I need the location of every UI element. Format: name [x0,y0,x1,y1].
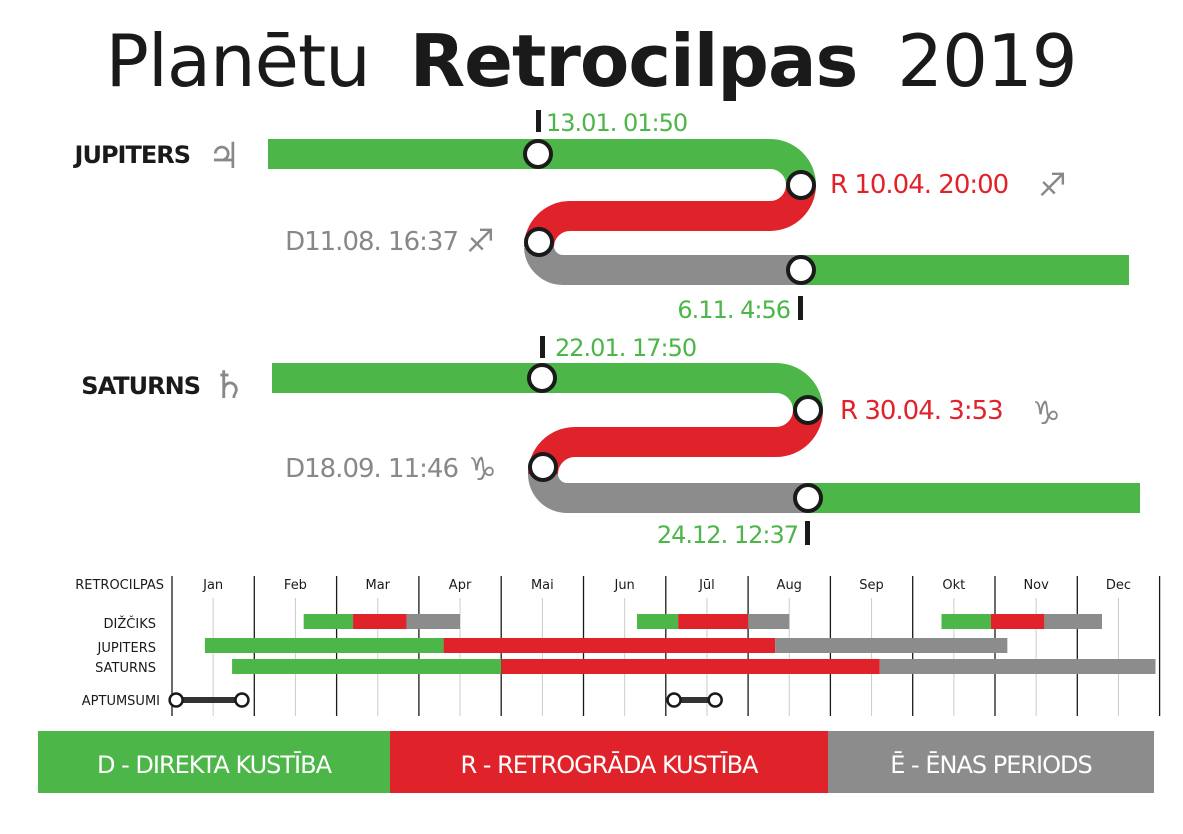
timeline-row-label: JUPITERS [97,641,156,656]
month-label: Jan [202,578,223,593]
month-label: Dec [1106,578,1131,593]
loop-saturns: SATURNS ♄ 22.01. 17:50 R 30.04. 3:53 ♑ D… [81,334,1140,549]
legend-shadow-swatch [828,731,1154,793]
month-label: Mar [365,578,390,593]
month-label: Sep [859,578,884,593]
loop-jupiters-end-station [786,255,816,285]
timeline-bar-shadow [775,638,1008,653]
month-label: Jūl [698,578,715,593]
timeline-bar-retro [678,614,749,629]
month-label: Okt [942,578,965,593]
loop-saturns-end-tick [805,521,810,545]
timeline-bar-direct [636,614,679,629]
loop-jupiters-direct-station [524,227,554,257]
loop-jupiters: JUPITERS ♃ 13.01. 01:50 R 10.04. 20:00 ♐… [73,109,1129,324]
jupiter-symbol-icon: ♃ [208,136,240,177]
month-label: Jun [613,578,634,593]
month-label: Apr [449,578,472,593]
timeline-bar-retro [353,614,407,629]
legend-retro-swatch [390,731,828,793]
month-label: Mai [531,578,554,593]
sagittarius-icon: ♐ [1038,166,1067,204]
loop-saturns-end-label: 24.12. 12:37 [657,521,798,549]
timeline-months: Jan Feb Mar Apr Mai Jun Jūl Aug Sep Okt Nov Dec [202,578,1131,593]
legend-shadow-text: Ē - ĒNAS PERIODS [890,750,1091,779]
timeline-bar-direct [204,638,444,653]
loop-saturns-start-station [527,363,557,393]
eclipse-marker [666,692,682,708]
loop-saturns-retro-track [528,408,823,476]
month-label: Feb [284,578,307,593]
legend-retro-text: R - RETROGRĀDA KUSTĪBA [461,750,760,779]
capricorn-icon: ♑ [1032,394,1061,432]
timeline-bar-direct [303,614,354,629]
timeline-bar-retro [443,638,776,653]
legend-direct-swatch [38,731,390,793]
loop-jupiters-name: JUPITERS [73,141,190,169]
loop-jupiters-retro-track [524,183,816,249]
capricorn-icon: ♑ [468,450,497,488]
eclipse-marker [234,692,250,708]
eclipse-marker [168,692,184,708]
timeline-bar-shadow [879,659,1156,674]
loop-saturns-direct-label: D18.09. 11:46 [285,454,458,484]
timeline-bar-shadow [748,614,790,629]
loop-jupiters-start-label: 13.01. 01:50 [546,109,687,137]
loop-saturns-direct-station [528,452,558,482]
loop-saturns-retro-station [793,395,823,425]
loop-jupiters-retro-label: R 10.04. 20:00 [830,170,1008,200]
month-label: Aug [777,578,802,593]
loop-saturns-end-station [793,483,823,513]
loop-saturns-name: SATURNS [81,372,200,400]
loop-saturns-start-tick [540,336,545,358]
page-title: Planētu Retrocilpas 2019 [105,19,1076,103]
loop-jupiters-retro-station [786,170,816,200]
loop-saturns-direct-end [808,483,1140,513]
timeline-eclipses [168,692,723,708]
timeline-bars [204,614,1156,674]
timeline-row-label: DIŽČIKS [104,616,156,632]
timeline-bar-shadow [406,614,461,629]
timeline-bar-retro [501,659,880,674]
loop-jupiters-end-label: 6.11. 4:56 [677,296,790,324]
loop-saturns-start-label: 22.01. 17:50 [555,334,696,362]
loop-jupiters-end-tick [798,296,803,320]
loop-jupiters-start-tick [536,110,541,132]
timeline-bar-direct [232,659,502,674]
loop-jupiters-direct-end [801,255,1129,285]
loop-saturns-shadow-track [528,472,808,513]
title-bold: Retrocilpas [410,19,858,103]
legend: D - DIREKTA KUSTĪBA R - RETROGRĀDA KUSTĪ… [38,731,1154,793]
loop-jupiters-shadow-track [524,245,801,286]
loop-jupiters-start-station [523,139,553,169]
saturn-symbol-icon: ♄ [212,363,246,407]
retro-timeline: RETROCILPAS Jan Feb Mar Apr Mai Jun Jūl Aug Sep O… [75,576,1161,716]
timeline-header-label: RETROCILPAS [75,578,164,593]
timeline-eclipses-label: APTUMSUMI [82,694,160,709]
sagittarius-icon: ♐ [466,222,495,260]
title-light: Planētu [105,19,369,103]
legend-direct-text: D - DIREKTA KUSTĪBA [97,750,333,779]
loop-saturns-retro-label: R 30.04. 3:53 [840,396,1003,426]
timeline-bar-retro [990,614,1045,629]
timeline-row-label: SATURNS [95,661,156,676]
timeline-bar-direct [941,614,991,629]
eclipse-marker [707,692,723,708]
timeline-bar-shadow [1044,614,1102,629]
loop-jupiters-direct-label: D11.08. 16:37 [285,227,458,257]
title-year: 2019 [897,19,1076,103]
month-label: Nov [1023,578,1049,593]
